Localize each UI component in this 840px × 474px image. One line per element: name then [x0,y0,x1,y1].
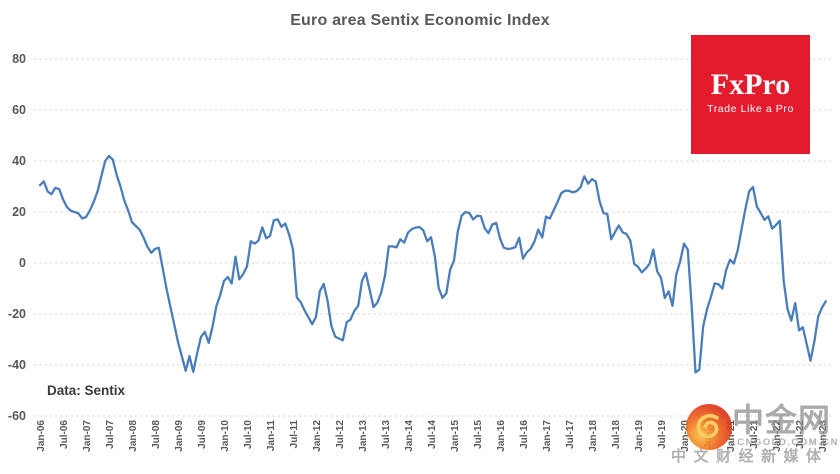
y-tick-label: -40 [8,358,26,372]
y-tick-label: 0 [19,256,26,270]
x-tick-label: Jan-10 [220,420,231,452]
x-tick-label: Jan-13 [358,420,369,452]
x-tick-label: Jan-18 [588,420,599,452]
x-tick-label: Jan-16 [496,420,507,452]
x-tick-label: Jul-16 [519,420,530,449]
fxpro-logo: FxPro Trade Like a Pro [691,35,810,154]
x-tick-label: Jan-23 [818,420,829,452]
x-tick-label: Jul-20 [703,420,714,449]
x-tick-label: Jul-17 [565,420,576,449]
x-tick-label: Jul-06 [59,420,70,449]
y-tick-label: -20 [8,307,26,321]
x-tick-label: Jul-14 [427,420,438,449]
x-tick-label: Jan-07 [82,420,93,452]
sentix-line-series [38,154,827,374]
x-tick-label: Jul-22 [795,420,806,449]
x-tick-label: Jul-15 [473,420,484,449]
x-tick-label: Jul-10 [243,420,254,449]
x-tick-label: Jan-20 [680,420,691,452]
x-tick-label: Jan-15 [450,420,461,452]
data-source-note: Data: Sentix [47,383,126,398]
y-tick-label: 20 [12,205,26,219]
y-tick-label: 80 [12,52,26,66]
x-tick-label: Jul-11 [289,420,300,449]
fxpro-brand-name: FxPro [710,68,791,101]
x-tick-label: Jul-21 [749,420,760,449]
x-tick-label: Jan-12 [312,420,323,452]
x-tick-label: Jul-07 [105,420,116,449]
fxpro-tagline: Trade Like a Pro [707,103,794,115]
x-tick-label: Jul-09 [197,420,208,449]
x-tick-label: Jul-12 [335,420,346,449]
x-tick-label: Jul-13 [381,420,392,449]
x-tick-label: Jan-08 [128,420,139,452]
x-tick-label: Jul-19 [657,420,668,449]
x-tick-label: Jan-11 [266,420,277,452]
x-tick-label: Jul-08 [151,420,162,449]
x-tick-label: Jan-22 [772,420,783,452]
x-tick-label: Jan-14 [404,420,415,452]
x-tick-label: Jul-18 [611,420,622,449]
x-tick-label: Jan-06 [36,420,47,452]
x-tick-label: Jan-21 [726,420,737,452]
y-tick-label: 40 [12,154,26,168]
chart-title: Euro area Sentix Economic Index [290,12,550,29]
x-tick-label: Jan-19 [634,420,645,452]
y-tick-label: -60 [8,409,26,423]
x-tick-label: Jan-09 [174,420,185,452]
y-tick-label: 60 [12,103,26,117]
x-tick-label: Jan-17 [542,420,553,452]
